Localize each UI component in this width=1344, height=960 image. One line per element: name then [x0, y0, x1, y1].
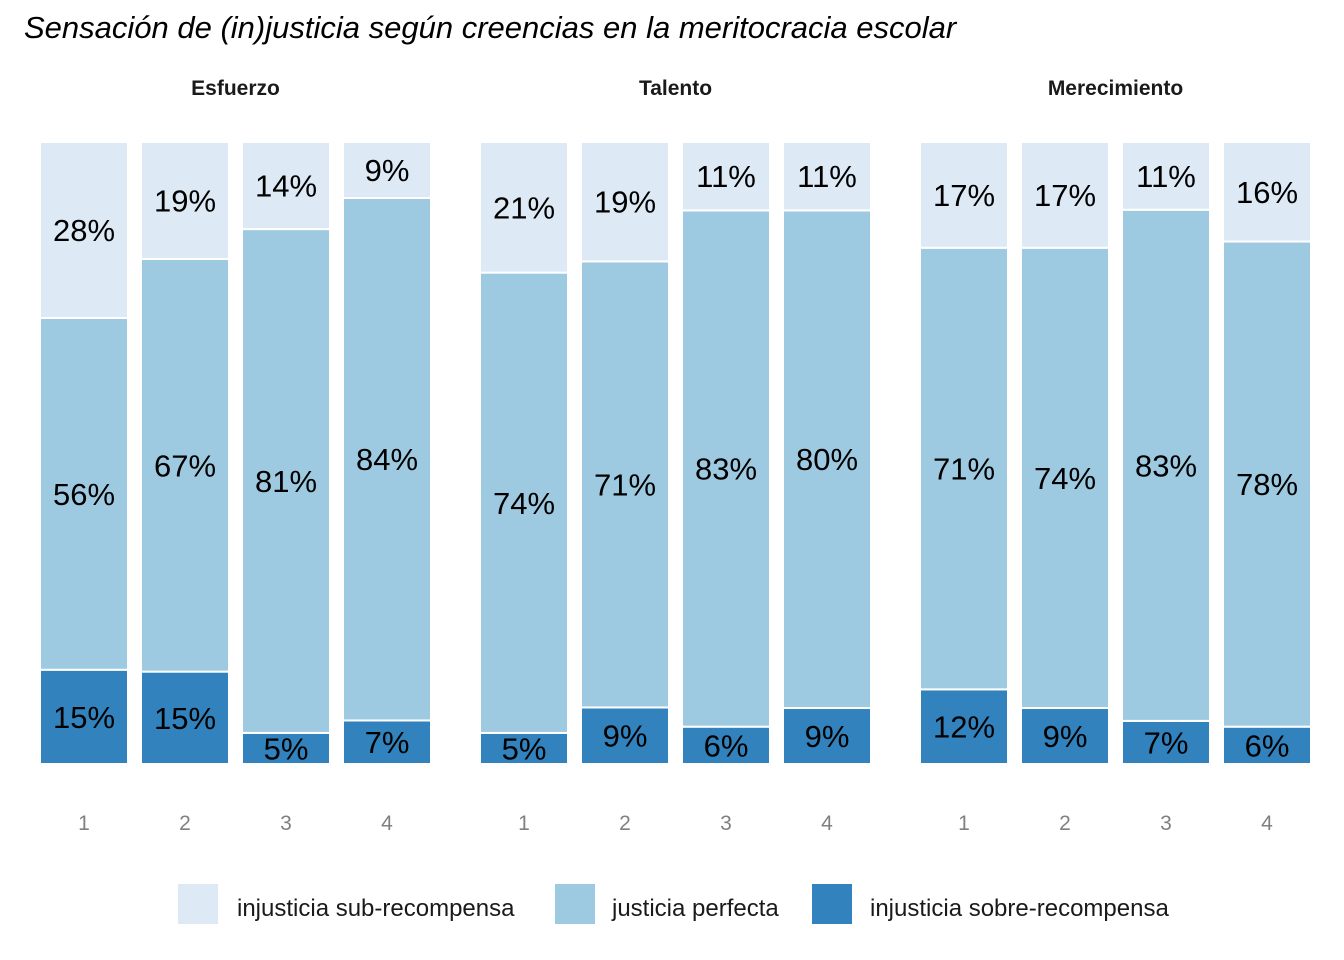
data-label: 11% — [797, 159, 857, 194]
data-label: 5% — [502, 731, 547, 766]
data-label: 56% — [53, 477, 115, 512]
bar-segment — [39, 141, 129, 319]
data-label: 83% — [695, 452, 757, 487]
bar-segment — [782, 209, 872, 710]
x-tick-label: 4 — [381, 812, 393, 835]
bar-segment — [1222, 141, 1312, 243]
data-label: 74% — [1034, 461, 1096, 496]
x-tick-label: 3 — [720, 812, 732, 835]
bar-segment — [479, 271, 569, 734]
x-tick-label: 1 — [78, 812, 90, 835]
bar-segment — [1222, 240, 1312, 728]
bar-segment — [1020, 141, 1110, 249]
data-label: 5% — [264, 731, 309, 766]
bar-segment — [681, 141, 771, 212]
facet-panel-3: Merecimiento 12% 71% 17% 1 9% 74% 17% 2 7% 83% 11% 3… — [919, 77, 1312, 835]
bar-segment — [342, 196, 432, 722]
facet-strip-label: Merecimiento — [1048, 77, 1183, 100]
bar-segment — [39, 668, 129, 765]
data-label: 83% — [1135, 448, 1197, 483]
data-label: 81% — [255, 464, 317, 499]
data-label: 9% — [805, 719, 850, 754]
data-label: 9% — [365, 153, 410, 188]
data-label: 6% — [704, 728, 749, 763]
data-label: 71% — [594, 467, 656, 502]
bar-segment — [1222, 725, 1312, 765]
data-label: 78% — [1236, 467, 1298, 502]
legend: injusticia sub-recompensa justicia perfec… — [178, 884, 1169, 924]
bar-segment — [140, 141, 230, 261]
data-label: 67% — [154, 448, 216, 483]
bar-segment — [1121, 141, 1211, 211]
bar-segment — [919, 246, 1009, 691]
bar-segment — [342, 141, 432, 199]
data-label: 7% — [365, 725, 410, 760]
data-label: 21% — [493, 190, 555, 225]
data-label: 11% — [1136, 159, 1196, 194]
x-tick-label: 4 — [1261, 812, 1273, 835]
bar-segment — [241, 141, 331, 231]
data-label: 7% — [1144, 725, 1189, 760]
legend-label: injusticia sub-recompensa — [237, 895, 515, 922]
data-label: 6% — [1245, 728, 1290, 763]
x-tick-label: 1 — [958, 812, 970, 835]
chart-title: Sensación de (in)justicia según creencia… — [24, 10, 957, 45]
bar-segment — [580, 260, 670, 709]
bar-segment — [919, 141, 1009, 249]
bar-segment — [1020, 246, 1110, 710]
facet-strip-label: Esfuerzo — [191, 77, 280, 100]
data-label: 17% — [1034, 178, 1096, 213]
data-label: 11% — [696, 159, 756, 194]
data-label: 14% — [255, 169, 317, 204]
legend-swatch — [555, 884, 595, 924]
bar-segment — [782, 141, 872, 212]
bar-segment — [140, 258, 230, 673]
data-label: 80% — [796, 442, 858, 477]
data-label: 19% — [154, 184, 216, 219]
bar-segment — [140, 670, 230, 766]
legend-label: justicia perfecta — [611, 895, 779, 922]
bar-segment — [580, 706, 670, 765]
data-label: 19% — [594, 185, 656, 220]
x-tick-label: 4 — [821, 812, 833, 835]
bar-segment — [782, 707, 872, 766]
data-label: 9% — [1043, 719, 1088, 754]
bar-segment — [241, 228, 331, 734]
data-label: 84% — [356, 442, 418, 477]
bar-segment — [1121, 208, 1211, 722]
bar-segment — [580, 141, 670, 263]
data-label: 16% — [1236, 175, 1298, 210]
bar-segment — [681, 725, 771, 765]
x-tick-label: 3 — [1160, 812, 1172, 835]
bar-segment — [1121, 719, 1211, 766]
bar-segment — [1020, 707, 1110, 766]
data-label: 74% — [493, 486, 555, 521]
data-label: 12% — [933, 710, 995, 745]
bar-segment — [479, 141, 569, 274]
data-label: 15% — [154, 701, 216, 736]
facet-strip-label: Talento — [639, 77, 712, 100]
data-label: 71% — [933, 452, 995, 487]
facet-panel-1: Esfuerzo 15% 56% 28% 1 15% 67% 19% 2 5% 81% 14% 3 7% 8… — [39, 77, 432, 835]
x-tick-label: 2 — [179, 812, 191, 835]
bar-segment — [241, 731, 331, 766]
bar-segment — [479, 731, 569, 766]
data-label: 9% — [603, 719, 648, 754]
x-tick-label: 3 — [280, 812, 292, 835]
legend-swatch — [178, 884, 218, 924]
bar-segment — [681, 209, 771, 728]
facet-panel-2: Talento5%74%21%19%71%19%26%83%11%39%80%1… — [479, 77, 872, 835]
x-tick-label: 2 — [619, 812, 631, 835]
legend-label: injusticia sobre-recompensa — [870, 895, 1169, 922]
x-tick-label: 2 — [1059, 812, 1071, 835]
legend-swatch — [812, 884, 852, 924]
data-label: 15% — [53, 700, 115, 735]
data-label: 28% — [53, 213, 115, 248]
x-tick-label: 1 — [518, 812, 530, 835]
data-label: 17% — [933, 178, 995, 213]
